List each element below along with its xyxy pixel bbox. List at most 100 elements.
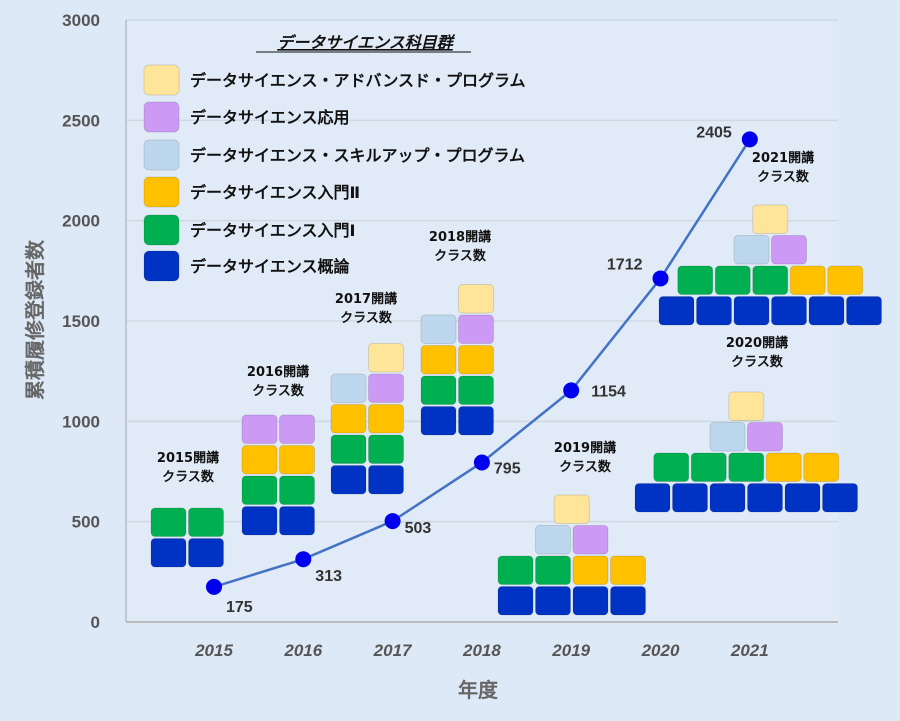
class-block-intro2 bbox=[765, 452, 802, 482]
class-block-overview bbox=[279, 506, 315, 536]
class-block-overview bbox=[634, 483, 671, 513]
x-tick-label: 2018 bbox=[462, 641, 501, 660]
data-point bbox=[384, 513, 401, 530]
class-block-advanced bbox=[458, 284, 494, 314]
class-block-skillup bbox=[709, 422, 746, 452]
class-block-applied bbox=[458, 314, 494, 344]
legend-swatch-intro1 bbox=[143, 214, 180, 246]
class-block-intro1 bbox=[714, 265, 751, 295]
class-block-applied bbox=[368, 373, 404, 403]
class-block-overview bbox=[696, 296, 732, 326]
data-point bbox=[295, 551, 312, 568]
class-block-overview bbox=[658, 296, 695, 326]
y-tick-label: 2500 bbox=[62, 111, 100, 130]
class-block-applied bbox=[279, 414, 315, 444]
class-block-overview bbox=[846, 296, 882, 326]
class-block-intro1 bbox=[279, 475, 315, 505]
class-block-intro1 bbox=[677, 265, 714, 295]
class-block-overview bbox=[822, 483, 858, 513]
class-block-intro1 bbox=[690, 452, 727, 482]
class-block-skillup bbox=[535, 525, 571, 555]
class-block-overview bbox=[672, 483, 708, 513]
data-label: 795 bbox=[494, 460, 521, 477]
class-block-intro2 bbox=[420, 345, 457, 375]
class-count-title: 2020開講 bbox=[726, 335, 788, 351]
class-block-overview bbox=[747, 483, 783, 513]
class-block-overview bbox=[458, 406, 494, 436]
class-block-intro2 bbox=[789, 265, 826, 295]
class-block-overview bbox=[330, 465, 367, 495]
class-block-skillup bbox=[733, 235, 770, 265]
y-axis-title: 累積履修登録者数 bbox=[23, 239, 47, 400]
class-block-overview bbox=[188, 538, 224, 568]
class-block-skillup bbox=[330, 373, 367, 403]
class-block-intro2 bbox=[241, 445, 278, 475]
data-label: 175 bbox=[226, 599, 253, 616]
class-block-intro2 bbox=[279, 445, 315, 475]
data-label: 2405 bbox=[696, 124, 732, 141]
legend-label-intro1: データサイエンス入門Ⅰ bbox=[190, 221, 355, 240]
legend-label-skillup: データサイエンス・スキルアップ・プログラム bbox=[190, 146, 525, 165]
class-block-intro1 bbox=[420, 375, 457, 405]
class-count-title: 2015開講 bbox=[157, 450, 219, 466]
data-label: 313 bbox=[315, 568, 342, 585]
class-block-overview bbox=[784, 483, 821, 513]
class-block-intro1 bbox=[728, 452, 765, 482]
x-tick-label: 2019 bbox=[551, 641, 590, 660]
class-block-overview bbox=[241, 506, 278, 536]
class-block-intro1 bbox=[241, 475, 278, 505]
class-block-applied bbox=[747, 422, 783, 452]
class-block-intro2 bbox=[458, 345, 494, 375]
class-block-overview bbox=[572, 586, 609, 616]
class-block-applied bbox=[771, 235, 807, 265]
data-label: 1712 bbox=[607, 256, 643, 273]
class-block-intro1 bbox=[752, 265, 789, 295]
class-block-skillup bbox=[420, 314, 457, 344]
class-count-title: 2017開講 bbox=[335, 291, 397, 307]
x-tick-label: 2015 bbox=[194, 641, 233, 660]
class-block-advanced bbox=[553, 494, 590, 524]
class-block-intro1 bbox=[150, 507, 187, 537]
class-block-overview bbox=[610, 586, 646, 616]
class-count-title: 2019開講 bbox=[554, 440, 616, 456]
data-point bbox=[563, 382, 580, 399]
class-block-intro2 bbox=[330, 404, 367, 434]
class-block-overview bbox=[733, 296, 770, 326]
legend-label-applied: データサイエンス応用 bbox=[190, 108, 350, 127]
x-tick-label: 2020 bbox=[641, 641, 680, 660]
data-point bbox=[741, 131, 758, 148]
class-block-advanced bbox=[728, 391, 765, 421]
class-block-advanced bbox=[368, 343, 404, 373]
legend-swatch-applied bbox=[143, 101, 180, 133]
x-tick-label: 2017 bbox=[373, 641, 413, 660]
class-count-subtitle: クラス数 bbox=[757, 169, 810, 185]
class-count-subtitle: クラス数 bbox=[340, 310, 393, 326]
legend-label-intro2: データサイエンス入門Ⅱ bbox=[190, 183, 360, 202]
class-block-overview bbox=[420, 406, 457, 436]
class-block-intro1 bbox=[458, 375, 494, 405]
class-count-subtitle: クラス数 bbox=[162, 469, 215, 485]
legend-swatch-overview bbox=[143, 250, 180, 282]
class-block-applied bbox=[572, 525, 609, 555]
y-tick-label: 1000 bbox=[62, 412, 100, 431]
class-block-overview bbox=[771, 296, 807, 326]
data-point bbox=[652, 270, 669, 287]
class-block-overview bbox=[709, 483, 746, 513]
class-block-intro2 bbox=[610, 555, 646, 585]
legend-label-advanced: データサイエンス・アドバンスド・プログラム bbox=[190, 71, 526, 90]
data-point bbox=[473, 454, 490, 471]
class-count-title: 2021開講 bbox=[752, 150, 814, 166]
class-count-subtitle: クラス数 bbox=[434, 248, 487, 264]
legend-swatch-intro2 bbox=[143, 176, 180, 208]
legend-label-overview: データサイエンス概論 bbox=[190, 257, 351, 276]
class-count-subtitle: クラス数 bbox=[252, 383, 305, 399]
y-tick-label: 0 bbox=[91, 613, 100, 632]
class-block-intro1 bbox=[497, 555, 534, 585]
y-tick-label: 3000 bbox=[62, 11, 100, 30]
class-count-title: 2018開講 bbox=[429, 229, 491, 245]
class-block-intro1 bbox=[535, 555, 571, 585]
class-block-intro2 bbox=[803, 452, 840, 482]
y-tick-label: 2000 bbox=[62, 212, 100, 231]
class-block-intro1 bbox=[368, 434, 404, 464]
